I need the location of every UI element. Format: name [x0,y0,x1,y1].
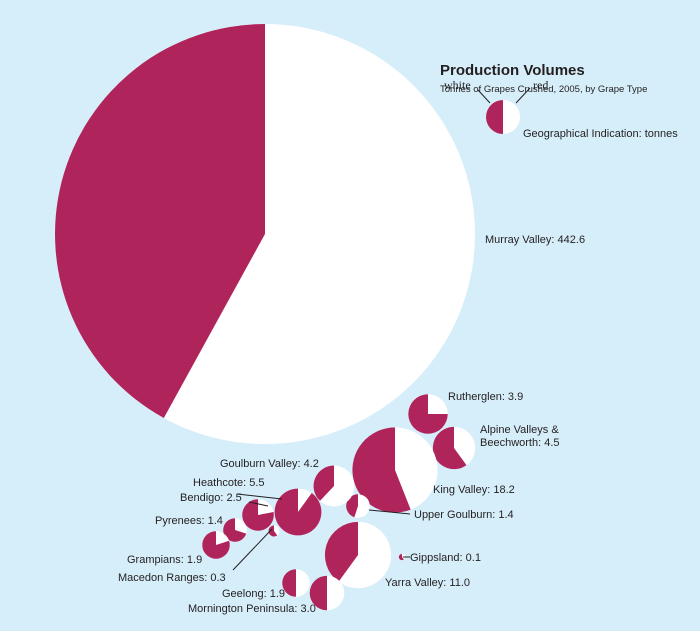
pie-grampians-red-slice [202,531,230,559]
label-king-valley: King Valley: 18.2 [433,484,515,496]
pie-goulburn-valley-red-slice [313,465,334,501]
pie-pyrenees-red-slice [223,518,247,542]
bendigo-leader [248,501,269,507]
chart-title: Production Volumes [440,62,585,79]
pie-gippsland-red-slice [398,553,404,561]
legend-pie [486,100,520,134]
pie-geelong-red-slice [282,569,296,597]
legend-white-leader [477,89,491,104]
label-mornington-peninsula: Mornington Peninsula: 3.0 [188,603,316,615]
label-goulburn-valley: Goulburn Valley: 4.2 [220,458,319,470]
pie-mornington-peninsula [309,575,345,611]
pie-rutherglen [408,394,448,434]
pie-upper-goulburn [346,494,370,518]
pie-mornington-peninsula-red-slice [309,575,327,611]
pie-king-valley-red-slice [352,427,411,513]
pie-geelong [282,569,310,597]
legend: white red Geographical Indication: tonne… [444,78,678,140]
label-murray-valley: Murray Valley: 442.6 [485,234,585,246]
legend-caption: Geographical Indication: tonnes [523,128,678,140]
label-bendigo: Bendigo: 2.5 [180,492,242,504]
label-grampians: Grampians: 1.9 [127,554,202,566]
legend-white-label: white [444,78,471,92]
pie-rutherglen-red-slice [408,394,448,434]
label-yarra-valley: Yarra Valley: 11.0 [385,577,470,589]
pie-grampians [202,531,230,559]
label-heathcote: Heathcote: 5.5 [193,477,265,489]
label-rutherglen: Rutherglen: 3.9 [448,391,523,403]
pie-bendigo-red-slice [242,499,274,531]
pie-alpine-valleys-and-beechworth-red-slice [432,426,467,470]
pie-heathcote [274,488,322,536]
pie-bendigo [242,499,274,531]
pie-murray-valley [54,24,475,444]
leader-lines [232,493,411,571]
label-geelong: Geelong: 1.9 [222,588,285,600]
pie-yarra-valley [324,521,392,589]
label-alpine-valleys-line1: Alpine Valleys & [480,424,559,436]
pie-macedon-ranges [268,525,280,537]
legend-pie-red-slice [486,100,503,134]
heathcote-leader [236,493,283,500]
macedon-leader [232,528,273,571]
pie-heathcote-red-slice [274,488,322,536]
pie-gippsland [398,553,406,561]
legend-pie-icon [486,100,520,134]
label-gippsland: Gippsland: 0.1 [410,552,481,564]
pie-pyrenees [223,518,247,542]
pie-markers [54,24,476,611]
upper-goulburn-leader [368,509,411,515]
pie-alpine-valleys-and-beechworth [432,426,476,470]
pie-goulburn-valley [313,465,355,507]
pie-macedon-ranges-red-slice [268,525,278,537]
pie-yarra-valley-red-slice [324,521,358,582]
region-labels: Murray Valley: 442.6 Rutherglen: 3.9 Alp… [118,234,585,615]
pie-king-valley [352,427,438,513]
label-pyrenees: Pyrenees: 1.4 [155,515,223,527]
pie-murray-valley-red-slice [54,24,265,419]
pie-upper-goulburn-red-slice [346,494,358,518]
label-alpine-valleys-line2: Beechworth: 4.5 [480,437,560,449]
label-upper-goulburn: Upper Goulburn: 1.4 [414,509,514,521]
legend-red-label: red [533,78,548,92]
chart-subtitle: Tonnes of Grapes Crushed, 2005, by Grape… [440,84,647,95]
label-macedon-ranges: Macedon Ranges: 0.3 [118,572,226,584]
legend-red-leader [515,87,531,104]
